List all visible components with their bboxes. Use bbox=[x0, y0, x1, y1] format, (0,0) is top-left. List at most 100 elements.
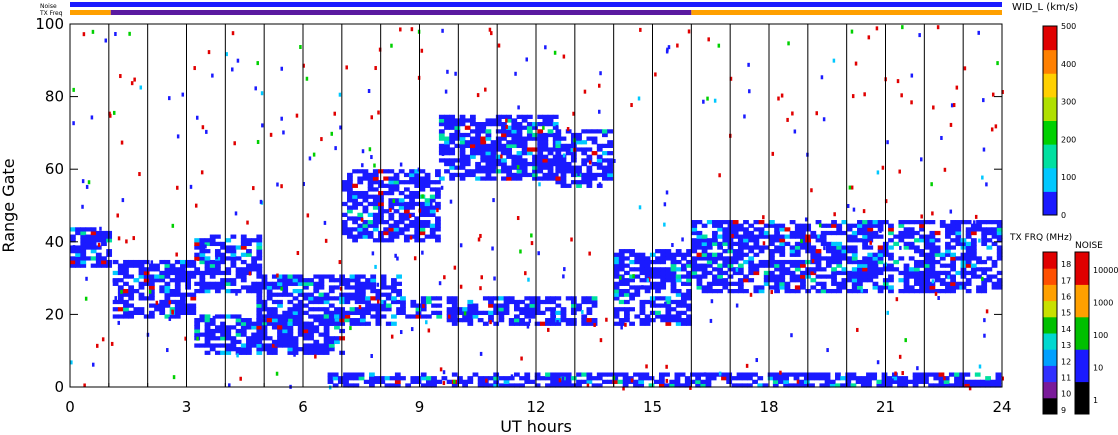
echo-cell bbox=[908, 234, 915, 239]
echo-point bbox=[530, 233, 533, 238]
echo-cell bbox=[123, 259, 129, 265]
echo-cell bbox=[586, 172, 593, 178]
noise-bar-label: Noise bbox=[40, 3, 57, 10]
echo-cell bbox=[532, 172, 538, 178]
echo-cell bbox=[225, 270, 232, 276]
echo-cell bbox=[824, 383, 831, 388]
echo-point bbox=[459, 284, 463, 289]
echo-cell bbox=[928, 383, 934, 388]
echo-cell bbox=[501, 169, 507, 174]
echo-cell bbox=[282, 332, 289, 337]
echo-cell bbox=[763, 281, 770, 286]
echo-cell bbox=[372, 227, 379, 232]
echo-cell bbox=[128, 263, 135, 268]
echo-cell bbox=[493, 310, 500, 315]
echo-cell bbox=[480, 158, 487, 163]
echo-cell bbox=[648, 383, 655, 388]
echo-cell bbox=[686, 303, 692, 308]
echo-cell bbox=[721, 376, 727, 381]
echo-cell bbox=[607, 143, 613, 149]
echo-cell bbox=[308, 299, 314, 305]
echo-cell bbox=[143, 278, 150, 283]
echo-cell bbox=[359, 288, 366, 294]
echo-cell bbox=[814, 376, 821, 381]
echo-cell bbox=[789, 220, 796, 225]
echo-cell bbox=[560, 158, 567, 163]
echo-cell bbox=[633, 379, 639, 384]
echo-cell bbox=[534, 299, 541, 305]
echo-point bbox=[410, 27, 414, 32]
echo-cell bbox=[435, 223, 441, 228]
echo-cell bbox=[488, 310, 494, 315]
echo-cell bbox=[867, 227, 874, 232]
echo-cell bbox=[701, 274, 708, 279]
echo-cell bbox=[841, 285, 848, 290]
echo-cell bbox=[840, 383, 846, 388]
echo-cell bbox=[498, 303, 505, 308]
echo-cell bbox=[840, 376, 846, 381]
echo-cell bbox=[391, 296, 397, 301]
echo-cell bbox=[680, 310, 687, 315]
echo-cell bbox=[328, 321, 335, 326]
echo-point bbox=[150, 260, 154, 265]
echo-cell bbox=[686, 263, 692, 268]
echo-cell bbox=[939, 252, 946, 257]
echo-cell bbox=[180, 303, 186, 308]
echo-cell bbox=[521, 114, 528, 119]
echo-cell bbox=[846, 288, 853, 294]
echo-cell bbox=[794, 223, 801, 228]
echo-cell bbox=[388, 176, 395, 181]
echo-cell bbox=[159, 288, 166, 294]
echo-cell bbox=[644, 288, 651, 294]
echo-cell bbox=[722, 238, 729, 243]
echo-point bbox=[665, 49, 669, 54]
echo-cell bbox=[991, 285, 998, 290]
echo-point bbox=[139, 85, 143, 90]
echo-cell bbox=[622, 379, 629, 384]
echo-cell bbox=[753, 227, 760, 232]
echo-point bbox=[762, 215, 765, 220]
echo-cell bbox=[90, 249, 97, 254]
echo-cell bbox=[393, 220, 400, 225]
echo-cell bbox=[686, 314, 692, 319]
echo-cell bbox=[555, 140, 562, 145]
echo-point bbox=[852, 207, 856, 212]
echo-point bbox=[295, 113, 299, 118]
echo-cell bbox=[596, 158, 603, 163]
echo-cell bbox=[814, 372, 821, 377]
echo-cell bbox=[194, 267, 201, 272]
echo-cell bbox=[194, 270, 201, 276]
echo-cell bbox=[581, 172, 588, 178]
echo-cell bbox=[836, 252, 843, 257]
echo-cell bbox=[256, 238, 263, 243]
echo-cell bbox=[862, 270, 868, 276]
echo-cell bbox=[696, 220, 703, 225]
echo-point bbox=[436, 208, 439, 213]
x-axis-label: UT hours bbox=[500, 417, 572, 435]
txfreq-bar-label: TX Freq bbox=[39, 10, 63, 17]
echo-cell bbox=[511, 140, 518, 145]
echo-cell bbox=[798, 372, 805, 377]
echo-cell bbox=[220, 256, 226, 261]
echo-cell bbox=[881, 372, 888, 377]
echo-point bbox=[430, 202, 433, 207]
echo-cell bbox=[537, 176, 544, 181]
echo-cell bbox=[981, 230, 988, 236]
echo-cell bbox=[449, 172, 456, 178]
echo-cell bbox=[586, 376, 593, 381]
echo-point bbox=[99, 226, 102, 231]
echo-cell bbox=[644, 321, 651, 326]
echo-cell bbox=[398, 180, 405, 185]
echo-cell bbox=[501, 125, 507, 130]
width-colorbar-label: WID_L (km/s) bbox=[1012, 2, 1078, 13]
echo-cell bbox=[429, 230, 436, 236]
echo-cell bbox=[665, 310, 672, 315]
echo-cell bbox=[459, 143, 466, 149]
echo-cell bbox=[424, 198, 431, 203]
echo-cell bbox=[398, 227, 405, 232]
echo-cell bbox=[629, 249, 635, 254]
echo-cell bbox=[190, 296, 197, 301]
echo-cell bbox=[394, 372, 401, 377]
echo-cell bbox=[701, 267, 708, 272]
echo-cell bbox=[292, 343, 299, 348]
